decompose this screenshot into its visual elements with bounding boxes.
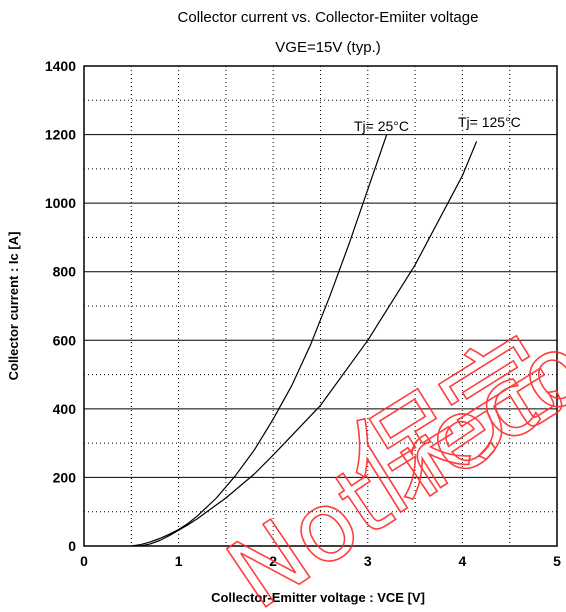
y-tick-label: 200 bbox=[53, 469, 77, 485]
grid bbox=[84, 66, 557, 546]
x-tick-label: 4 bbox=[459, 553, 467, 569]
y-tick-label: 1400 bbox=[45, 58, 76, 74]
plot-frame bbox=[83, 65, 558, 547]
watermark-latin: Not recom bbox=[208, 259, 566, 612]
chart-subtitle: VGE=15V (typ.) bbox=[275, 39, 380, 56]
y-axis-ticks: 0 200 400 600 800 1000 1200 1400 bbox=[45, 58, 76, 554]
x-tick-label: 0 bbox=[80, 553, 88, 569]
x-axis-ticks: 0 1 2 3 4 5 bbox=[80, 553, 561, 569]
annotation-tj125: Tj= 125°C bbox=[458, 114, 521, 130]
y-tick-label: 800 bbox=[53, 264, 77, 280]
y-tick-label: 400 bbox=[53, 401, 77, 417]
y-tick-label: 1200 bbox=[45, 127, 76, 143]
series-line-tj125 bbox=[140, 141, 478, 547]
y-tick-label: 600 bbox=[53, 332, 77, 348]
x-axis-label: Collector-Emitter voltage : VCE [V] bbox=[211, 590, 425, 605]
annotation-tj25: Tj= 25°C bbox=[354, 118, 409, 134]
y-axis-label: Collector current : Ic [A] bbox=[6, 232, 21, 381]
y-tick-label: 0 bbox=[68, 538, 76, 554]
x-tick-label: 3 bbox=[364, 553, 372, 569]
chart-title: Collector current vs. Collector-Emiiter … bbox=[178, 9, 479, 26]
x-tick-label: 5 bbox=[553, 553, 561, 569]
x-tick-label: 1 bbox=[175, 553, 183, 569]
series-line-tj25 bbox=[131, 134, 388, 547]
x-tick-label: 2 bbox=[269, 553, 277, 569]
series bbox=[131, 134, 478, 547]
y-tick-label: 1000 bbox=[45, 195, 76, 211]
watermark: 保完 Not recom bbox=[207, 258, 566, 612]
